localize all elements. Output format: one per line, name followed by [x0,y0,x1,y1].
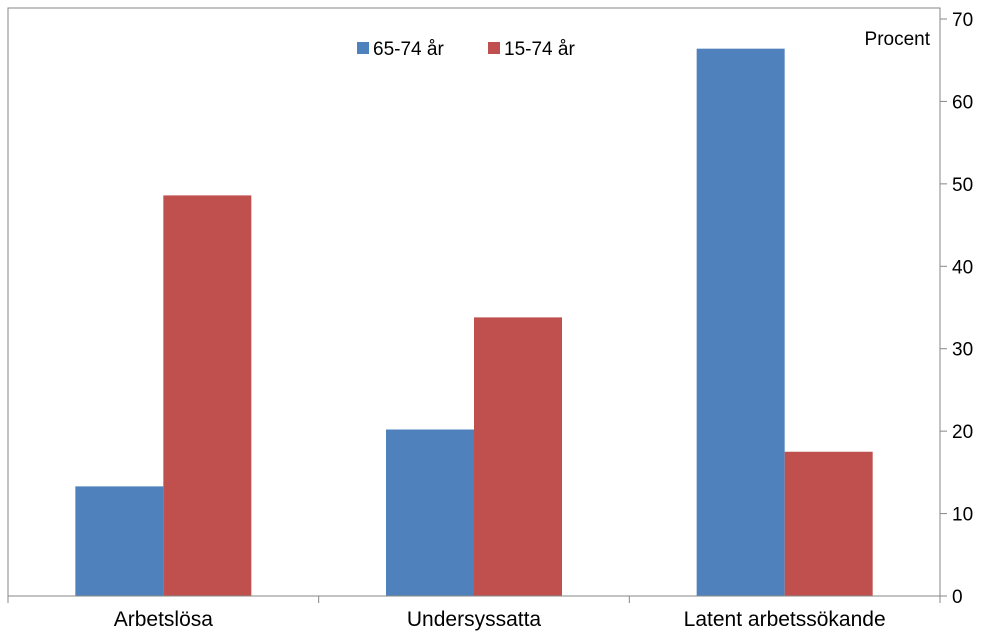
legend: 65-74 år 15-74 år [357,39,575,60]
y-tick-label: 50 [952,175,973,196]
y-tick-label: 30 [952,340,973,361]
bar-series-2-2 [784,451,873,596]
y-tick-label: 10 [952,505,973,526]
legend-label: 65-74 år [373,39,444,60]
bar-series-2-1 [474,317,562,596]
y-tick-label: 0 [952,587,963,608]
x-tick-label: Latent arbetssökande [684,608,886,631]
bar-series-2-0 [163,195,252,596]
bar-series-1-1 [386,429,474,596]
x-tick-label: Arbetslösa [114,608,214,631]
y-tick-label: 20 [952,422,973,443]
legend-label: 15-74 år [504,39,575,60]
y-tick-label: 60 [952,92,973,113]
bar-series-1-2 [696,48,785,596]
axes-group [7,18,947,603]
y-tick-label: 70 [952,10,973,31]
legend-swatch [357,42,369,54]
bars-group [75,48,873,596]
x-tick-label: Undersyssatta [407,608,542,631]
y-tick-label: 40 [952,257,973,278]
legend-swatch [488,42,500,54]
y-tick-labels: 0 10 20 30 40 50 60 70 [952,10,973,608]
x-tick-labels: Arbetslösa Undersyssatta Latent arbetssöka… [114,608,886,631]
y-axis-label: Procent [865,29,931,50]
bar-series-1-0 [75,486,164,596]
